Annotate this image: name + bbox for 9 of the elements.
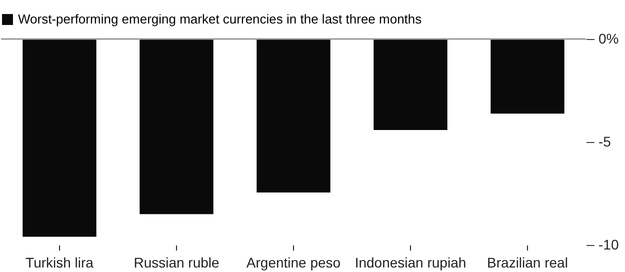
x-tick-label: Indonesian rupiah	[354, 254, 466, 270]
x-tick-label: Argentine peso	[246, 254, 341, 270]
y-tick-label: 0%	[598, 30, 619, 46]
x-tick-label: Brazilian real	[487, 254, 568, 270]
x-tick-label: Russian ruble	[134, 254, 220, 270]
y-tick-label: -10	[598, 236, 619, 252]
x-tick-label: Turkish lira	[26, 254, 94, 270]
legend-label: Worst-performing emerging market currencies in the last three months	[18, 12, 422, 26]
y-tick-label: -5	[598, 134, 612, 150]
